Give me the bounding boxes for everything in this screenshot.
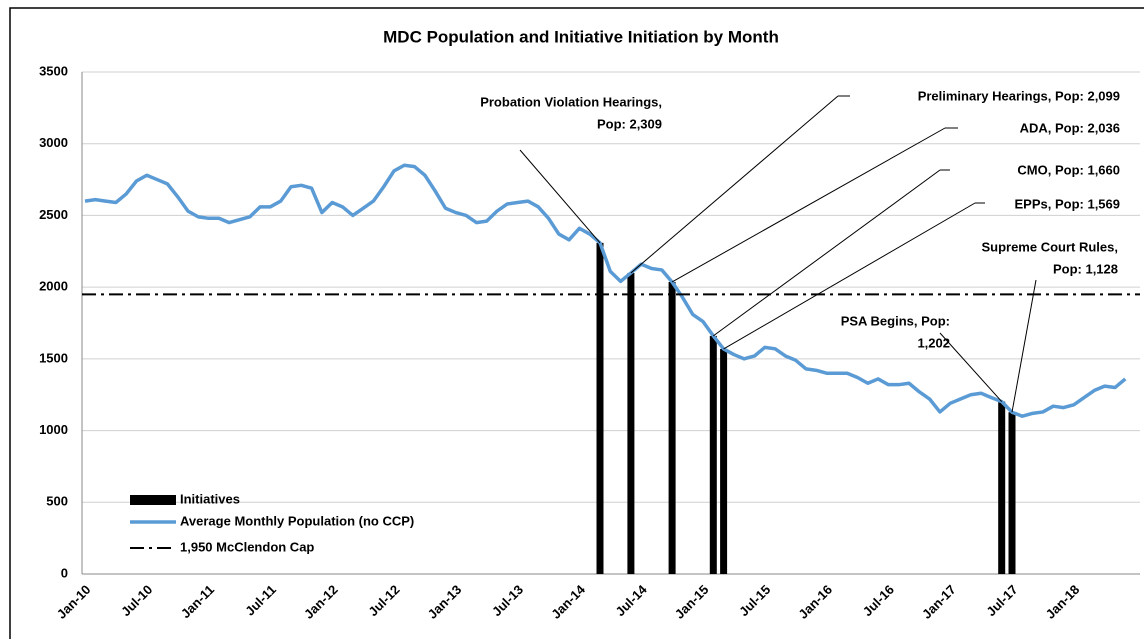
- leader-line: [939, 332, 1003, 402]
- y-tick-label: 0: [61, 565, 68, 580]
- y-tick-label: 2500: [39, 207, 68, 222]
- initiative-bar: [998, 401, 1006, 574]
- initiative-bar: [668, 281, 676, 574]
- y-tick-label: 2000: [39, 279, 68, 294]
- initiative-bar: [1008, 412, 1016, 574]
- legend-label: 1,950 McClendon Cap: [180, 539, 314, 554]
- annotation: ADA, Pop: 2,036: [1020, 120, 1120, 135]
- y-tick-label: 1000: [39, 422, 68, 437]
- chart-title: MDC Population and Initiative Initiation…: [383, 27, 779, 46]
- chart-frame: [9, 7, 1144, 639]
- y-tick-label: 3500: [39, 63, 68, 78]
- annotation: CMO, Pop: 1,660: [1017, 162, 1120, 177]
- initiative-bar: [627, 272, 635, 574]
- initiative-bar: [709, 335, 717, 574]
- annotation: PSA Begins, Pop:: [841, 313, 950, 328]
- legend-label: Initiatives: [180, 491, 240, 506]
- leader-line: [1011, 279, 1037, 413]
- population-line: [84, 163, 1127, 418]
- annotation: Pop: 1,128: [1053, 261, 1118, 276]
- annotation: Preliminary Hearings, Pop: 2,099: [918, 88, 1120, 103]
- annotation: 1,202: [917, 335, 950, 350]
- leader-line: [519, 149, 601, 244]
- annotation: Pop: 2,309: [597, 116, 662, 131]
- y-tick-label: 500: [46, 494, 68, 509]
- initiative-bar: [596, 242, 604, 574]
- legend-swatch: [130, 495, 176, 505]
- y-tick-label: 3000: [39, 135, 68, 150]
- annotation: Probation Violation Hearings,: [480, 94, 662, 109]
- leader-line: [630, 95, 839, 274]
- annotation: EPPs, Pop: 1,569: [1015, 196, 1121, 211]
- leader-line: [671, 127, 946, 283]
- leader-line: [713, 169, 941, 337]
- legend-label: Average Monthly Population (no CCP): [180, 513, 414, 528]
- annotation: Supreme Court Rules,: [981, 239, 1118, 254]
- leader-line: [723, 202, 976, 350]
- y-tick-label: 1500: [39, 350, 68, 365]
- initiative-bar: [720, 348, 728, 574]
